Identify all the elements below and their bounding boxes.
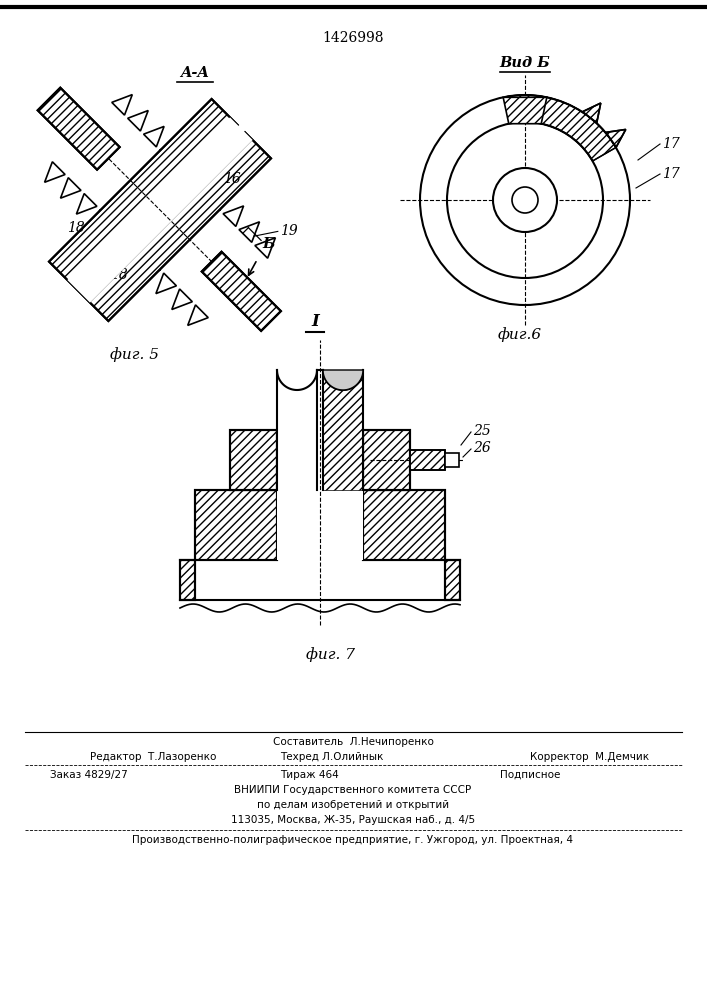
Polygon shape	[445, 560, 460, 600]
Polygon shape	[606, 129, 626, 147]
Polygon shape	[37, 88, 119, 170]
Polygon shape	[277, 370, 317, 490]
Polygon shape	[124, 241, 145, 262]
Text: фиг.6: фиг.6	[498, 328, 542, 342]
Text: 16: 16	[223, 172, 241, 186]
Polygon shape	[49, 99, 271, 321]
Text: по делам изобретений и открытий: по делам изобретений и открытий	[257, 800, 449, 810]
Polygon shape	[277, 430, 363, 560]
Polygon shape	[363, 430, 410, 490]
Polygon shape	[201, 252, 281, 331]
Text: Заказ 4829/27: Заказ 4829/27	[50, 770, 128, 780]
Text: Составитель  Л.Нечипоренко: Составитель Л.Нечипоренко	[273, 737, 433, 747]
Polygon shape	[323, 370, 363, 490]
Polygon shape	[45, 162, 65, 182]
Text: A-A: A-A	[180, 66, 209, 80]
Polygon shape	[239, 222, 259, 242]
Polygon shape	[207, 190, 228, 211]
Polygon shape	[88, 113, 257, 281]
Polygon shape	[76, 194, 97, 214]
Text: 113035, Москва, Ж-35, Раушская наб., д. 4/5: 113035, Москва, Ж-35, Раушская наб., д. …	[231, 815, 475, 825]
Polygon shape	[188, 305, 209, 325]
Text: 18: 18	[110, 268, 127, 282]
Polygon shape	[255, 238, 276, 258]
Text: Техред Л.Олийнык: Техред Л.Олийнык	[280, 752, 383, 762]
Polygon shape	[192, 174, 212, 195]
Text: 18: 18	[67, 221, 85, 235]
Polygon shape	[507, 95, 616, 161]
Text: Б: Б	[262, 237, 275, 251]
Polygon shape	[175, 158, 196, 179]
Text: Корректор  М.Демчик: Корректор М.Демчик	[530, 752, 649, 762]
Polygon shape	[172, 289, 192, 309]
Text: Подписное: Подписное	[500, 770, 561, 780]
Circle shape	[512, 187, 538, 213]
Polygon shape	[108, 225, 129, 246]
Text: Производственно-полиграфическое предприятие, г. Ужгород, ул. Проектная, 4: Производственно-полиграфическое предприя…	[132, 835, 573, 845]
Polygon shape	[93, 209, 113, 230]
Text: 1426998: 1426998	[322, 31, 384, 45]
Polygon shape	[195, 490, 277, 560]
Polygon shape	[503, 97, 547, 124]
Text: 17: 17	[662, 167, 679, 181]
Polygon shape	[61, 178, 81, 198]
Text: Редактор  Т.Лазоренко: Редактор Т.Лазоренко	[90, 752, 216, 762]
Text: 25: 25	[473, 424, 491, 438]
Polygon shape	[323, 370, 363, 390]
Text: 19: 19	[280, 224, 298, 238]
Polygon shape	[140, 257, 160, 278]
Text: фиг. 7: фиг. 7	[305, 648, 354, 662]
Polygon shape	[160, 142, 180, 163]
Polygon shape	[223, 206, 244, 226]
Text: Вид Б: Вид Б	[500, 56, 550, 70]
Text: фиг. 5: фиг. 5	[110, 348, 159, 362]
Polygon shape	[583, 103, 601, 123]
Polygon shape	[410, 450, 445, 470]
Polygon shape	[363, 490, 445, 560]
Text: Тираж 464: Тираж 464	[280, 770, 339, 780]
Polygon shape	[144, 126, 164, 147]
Text: 17: 17	[662, 137, 679, 151]
Polygon shape	[180, 560, 195, 600]
Polygon shape	[230, 430, 277, 490]
Text: I: I	[311, 314, 319, 330]
Polygon shape	[128, 111, 148, 131]
Text: ВНИИПИ Государственного комитета СССР: ВНИИПИ Государственного комитета СССР	[235, 785, 472, 795]
Polygon shape	[156, 273, 177, 294]
Circle shape	[493, 168, 557, 232]
Polygon shape	[112, 95, 132, 115]
Polygon shape	[67, 117, 252, 303]
Text: 26: 26	[473, 441, 491, 455]
Polygon shape	[445, 453, 459, 467]
